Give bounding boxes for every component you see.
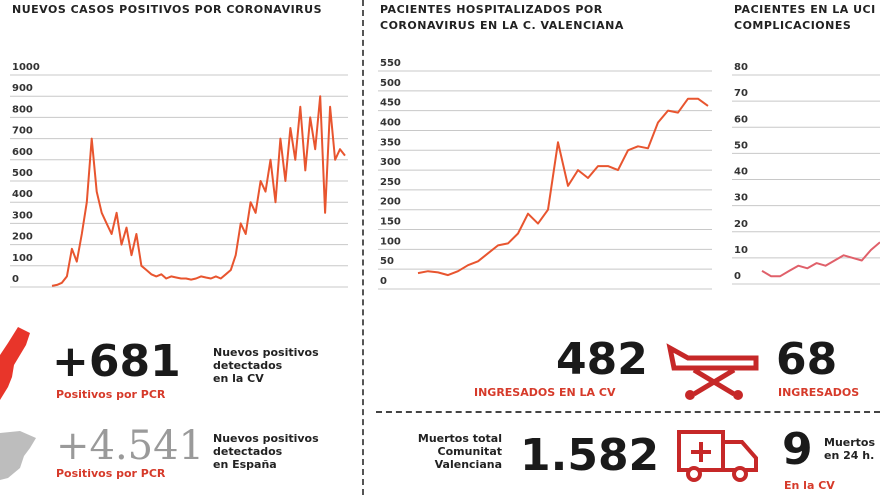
y-tick-label: 0 — [380, 276, 387, 287]
desc-line: en la CV — [213, 372, 264, 385]
divider-horizontal — [376, 411, 880, 413]
series-line-chart3 — [761, 241, 880, 278]
y-tick-label: 80 — [734, 62, 748, 73]
y-tick-label: 400 — [12, 189, 33, 200]
uci-cv-label: INGRESADOS — [778, 386, 860, 399]
cv-positives-label: Positivos por PCR — [56, 388, 166, 401]
y-tick-label: 500 — [380, 78, 401, 89]
desc-line: en 24 h. — [824, 449, 875, 462]
desc-line: detectados — [213, 359, 283, 372]
y-tick-label: 30 — [734, 193, 748, 204]
series-line-chart2 — [417, 97, 709, 277]
y-tick-label: 200 — [380, 197, 401, 208]
hospital-cv-label: INGRESADOS EN LA CV — [474, 386, 616, 399]
y-tick-label: 150 — [380, 217, 401, 228]
charts-area: 1000900800700600500400300200100055050045… — [10, 58, 880, 290]
y-tick-label: 550 — [380, 58, 401, 69]
y-tick-label: 1000 — [12, 62, 40, 73]
y-tick-label: 0 — [12, 274, 19, 285]
y-tick-label: 400 — [380, 117, 401, 128]
y-tick-label: 450 — [380, 98, 401, 109]
deaths-24h-value: 9 — [782, 424, 813, 475]
y-tick-label: 300 — [12, 210, 33, 221]
y-tick-label: 300 — [380, 157, 401, 168]
y-tick-label: 250 — [380, 177, 401, 188]
y-tick-label: 0 — [734, 271, 741, 282]
chart3-title: PACIENTES EN LA UCI POR COMPLICACIONES — [734, 3, 880, 32]
y-tick-label: 50 — [734, 140, 748, 151]
y-tick-label: 800 — [12, 104, 33, 115]
cv-positives-desc: Nuevos positivos detectados en la CV — [213, 346, 319, 385]
es-positives-desc: Nuevos positivos detectados en España — [213, 432, 319, 471]
valencia-map-icon — [0, 327, 30, 400]
desc-line: Nuevos positivos — [213, 432, 319, 445]
desc-line: Valenciana — [434, 458, 502, 471]
y-tick-label: 40 — [734, 167, 748, 178]
y-tick-label: 100 — [12, 253, 33, 264]
deaths-24h-sub: En la CV — [784, 479, 835, 492]
y-tick-label: 20 — [734, 219, 748, 230]
stretcher-icon — [666, 343, 759, 400]
y-tick-label: 200 — [12, 232, 33, 243]
divider-vertical — [362, 0, 364, 495]
desc-line: en España — [213, 458, 277, 471]
y-tick-label: 50 — [380, 256, 394, 267]
y-tick-label: 700 — [12, 126, 33, 137]
spain-map-icon — [0, 431, 36, 480]
desc-line: Nuevos positivos — [213, 346, 319, 359]
deaths-total-value: 1.582 — [520, 430, 660, 481]
y-tick-label: 900 — [12, 83, 33, 94]
ambulance-icon — [677, 430, 758, 482]
series-line-chart1 — [51, 95, 346, 287]
hospital-cv-value: 482 — [556, 334, 648, 385]
uci-cv-value: 68 — [776, 334, 838, 385]
es-positives-label: Positivos por PCR — [56, 467, 166, 480]
chart2-title: PACIENTES HOSPITALIZADOS POR CORONAVIRUS… — [380, 3, 624, 32]
y-tick-label: 350 — [380, 137, 401, 148]
desc-line: Muertos — [824, 436, 876, 449]
deaths-total-desc: Muertos total Comunitat Valenciana — [392, 432, 502, 471]
desc-line: Comunitat — [437, 445, 502, 458]
y-tick-label: 600 — [12, 147, 33, 158]
cv-positives-value: +681 — [52, 336, 181, 387]
y-tick-label: 60 — [734, 114, 748, 125]
desc-line: detectados — [213, 445, 283, 458]
y-tick-label: 70 — [734, 88, 748, 99]
deaths-24h-desc: Muertos en 24 h. — [824, 436, 875, 462]
y-tick-label: 100 — [380, 236, 401, 247]
chart1-title: NUEVOS CASOS POSITIVOS POR CORONAVIRUS — [12, 3, 322, 16]
desc-line: Muertos total — [417, 432, 502, 445]
es-positives-value: +4.541 — [56, 423, 205, 469]
y-tick-label: 10 — [734, 245, 748, 256]
y-tick-label: 500 — [12, 168, 33, 179]
